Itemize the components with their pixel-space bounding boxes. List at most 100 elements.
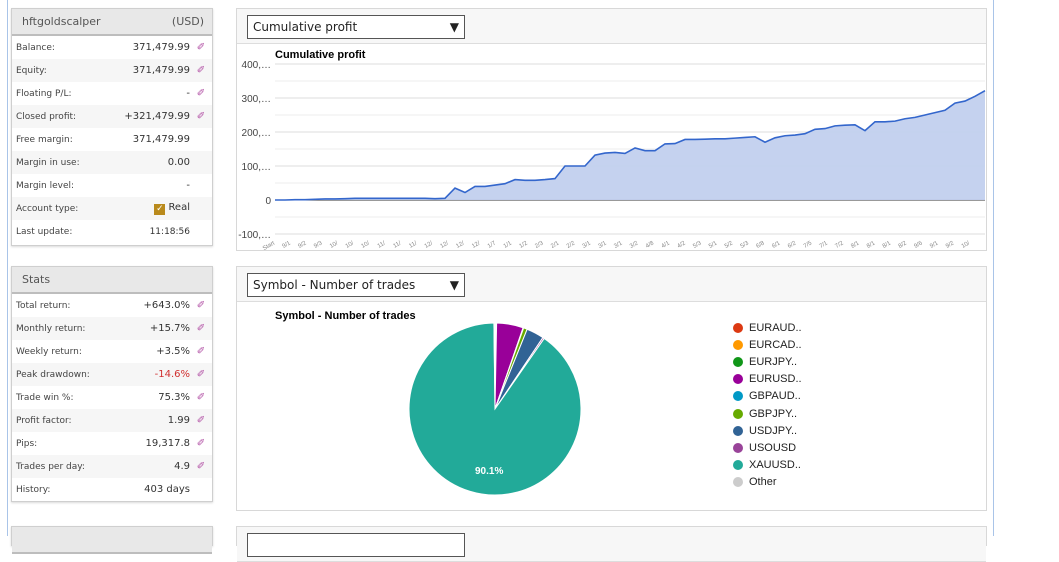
stat-value: 75.3% (90, 392, 190, 403)
x-tick-label: 1/7 (487, 240, 498, 250)
stat-label: Margin level: (16, 180, 75, 191)
x-tick-label: 5/2 (724, 240, 735, 250)
x-tick-label: 10/ (329, 240, 340, 250)
chart-icon[interactable]: ✐ (196, 42, 206, 53)
stat-row: Trades per day: 4.9 ✐ (12, 455, 212, 478)
pie-type-select-value: Symbol - Number of trades (253, 278, 416, 292)
profit-area (275, 90, 985, 200)
x-tick-label: 10/ (361, 240, 372, 250)
chevron-down-icon: ▼ (449, 278, 459, 292)
symbol-pie-chart: Symbol - Number of trades 90.1% (275, 310, 582, 496)
x-tick-label: 5/3 (740, 240, 751, 250)
x-tick-label: 6/8 (755, 240, 766, 250)
x-tick-label: 3/1 (613, 240, 624, 250)
chart-icon[interactable]: ✐ (196, 369, 206, 380)
pie-slice-other (493, 322, 496, 410)
stat-row: Weekly return: +3.5% ✐ (12, 340, 212, 363)
cumulative-profit-chart: Cumulative profit 400,… 300,… 200,… 100,… 0 -1… (238, 49, 986, 252)
legend-item[interactable]: EURAUD.. (733, 319, 802, 336)
stat-label: Total return: (16, 300, 71, 311)
stat-row: History: 403 days (12, 478, 212, 501)
x-tick-label: 7/2 (834, 240, 845, 250)
legend-label: USDJPY.. (749, 424, 798, 437)
legend-dot-icon (733, 374, 743, 385)
chart-icon[interactable]: ✐ (196, 392, 206, 403)
stat-label: Trade win %: (16, 392, 74, 403)
legend-dot-icon (733, 356, 743, 367)
x-tick-label: 11/ (408, 240, 418, 249)
stat-value-text: -14.6% (154, 369, 190, 380)
legend-item[interactable]: EURUSD.. (733, 371, 802, 388)
chart-icon[interactable]: ✐ (196, 323, 206, 334)
page-border-right (993, 0, 994, 536)
stat-value: +643.0% (90, 300, 190, 311)
legend-item[interactable]: EURCAD.. (733, 336, 802, 353)
legend-dot-icon (733, 391, 743, 402)
stat-row: Last update: 11:18:56 (12, 220, 212, 243)
next-panel (11, 526, 213, 554)
stat-row: Profit factor: 1.99 ✐ (12, 409, 212, 432)
checkbox-icon: ✓ (154, 204, 166, 215)
chart-icon[interactable]: ✐ (196, 88, 206, 99)
stat-value: +15.7% (90, 323, 190, 334)
stat-value: 371,479.99 (90, 65, 190, 76)
legend-item[interactable]: EURJPY.. (733, 353, 802, 370)
stat-value: 371,479.99 (90, 42, 190, 53)
stat-value: 0.00 (90, 157, 190, 168)
chart-icon[interactable]: ✐ (196, 300, 206, 311)
x-tick-label: 1/1 (503, 240, 514, 250)
next-chart-panel (236, 526, 987, 562)
stat-label: Weekly return: (16, 346, 82, 357)
legend-item[interactable]: GBPAUD.. (733, 388, 802, 405)
chevron-down-icon: ▼ (449, 20, 459, 34)
y-tick-label: 200,… (242, 128, 271, 139)
legend-label: EURUSD.. (749, 373, 802, 386)
chart-icon[interactable]: ✐ (196, 438, 206, 449)
x-tick-label: 9/6 (913, 240, 924, 250)
stat-value-text: - (186, 88, 190, 99)
stat-value-text: 11:18:56 (149, 226, 190, 237)
stat-value-text: 403 days (144, 484, 190, 495)
chart-icon[interactable]: ✐ (196, 65, 206, 76)
profit-chart-panel: Cumulative profit ▼ Cumulative profit 400,… (236, 8, 987, 252)
stat-label: Account type: (16, 203, 79, 214)
stat-value: - (90, 88, 190, 99)
legend-dot-icon (733, 322, 743, 333)
legend-item[interactable]: XAUUSD.. (733, 457, 802, 474)
x-tick-label: 12/ (471, 240, 482, 250)
x-tick-label: 9/3 (313, 240, 324, 250)
legend-item[interactable]: USDJPY.. (733, 422, 802, 439)
x-tick-label: 11/ (377, 240, 387, 249)
x-tick-label: 9/2 (297, 240, 308, 250)
stat-value: ✓ Real (90, 202, 190, 215)
stat-label: Balance: (16, 42, 55, 53)
stat-value-text: 4.9 (174, 461, 190, 472)
stats-panel: Stats Total return: +643.0% ✐ Monthly retur… (11, 266, 213, 502)
legend-item[interactable]: USOUSD (733, 439, 802, 456)
next-select[interactable] (247, 533, 465, 557)
stat-label: History: (16, 484, 51, 495)
chart-icon[interactable]: ✐ (196, 346, 206, 357)
legend-dot-icon (733, 477, 743, 488)
x-tick-label: 9/2 (945, 240, 956, 250)
stat-value: 19,317.8 (90, 438, 190, 449)
chart-icon[interactable]: ✐ (196, 415, 206, 426)
x-tick-label: 9/1 (282, 240, 293, 250)
x-tick-label: 11/ (393, 240, 403, 249)
legend-item[interactable]: GBPJPY.. (733, 405, 802, 422)
x-tick-label: 12/ (424, 240, 435, 250)
x-tick-label: 8/1 (882, 240, 893, 250)
legend-label: Other (749, 476, 777, 489)
legend-dot-icon (733, 425, 743, 436)
stat-row: Equity: 371,479.99 ✐ (12, 59, 212, 82)
stat-value-text: +15.7% (149, 323, 190, 334)
legend-dot-icon (733, 408, 743, 419)
pie-type-select[interactable]: Symbol - Number of trades ▼ (247, 273, 465, 297)
x-tick-label: 5/3 (692, 240, 703, 250)
x-tick-label: 10/ (345, 240, 356, 250)
chart-icon[interactable]: ✐ (196, 461, 206, 472)
legend-item[interactable]: Other (733, 474, 802, 491)
stat-value-text: 1.99 (167, 415, 190, 426)
chart-type-select[interactable]: Cumulative profit ▼ (247, 15, 465, 39)
chart-icon[interactable]: ✐ (196, 111, 206, 122)
